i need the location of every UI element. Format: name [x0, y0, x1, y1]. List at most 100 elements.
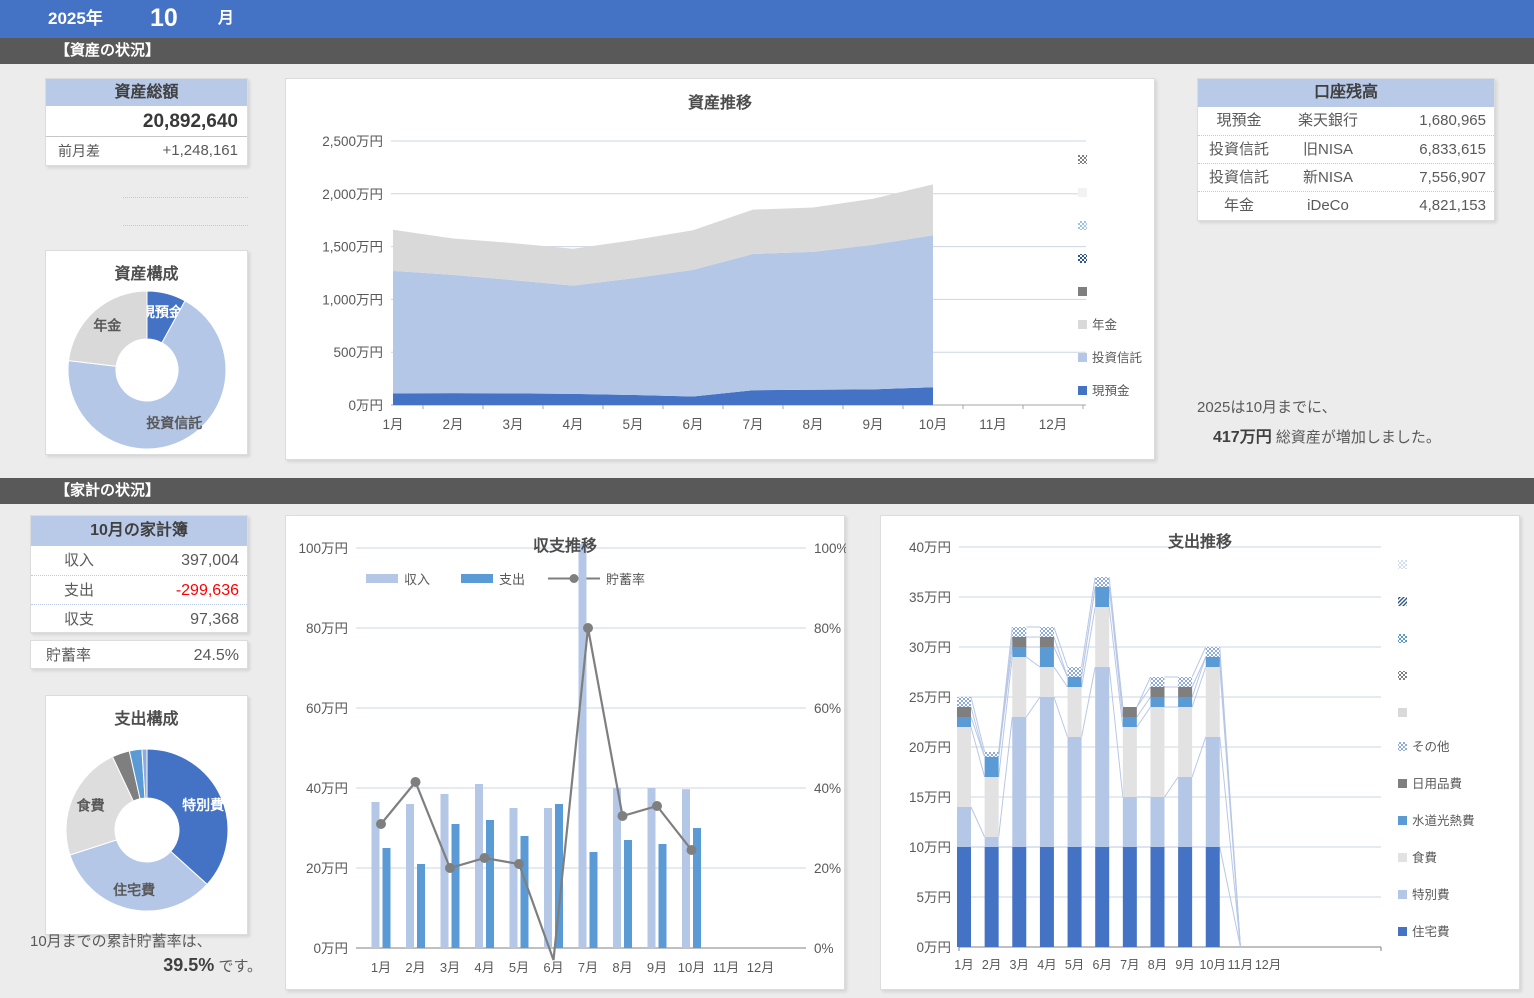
- empty-row: [123, 198, 248, 226]
- svg-text:年金: 年金: [1092, 317, 1118, 332]
- svg-text:6月: 6月: [1092, 958, 1111, 972]
- expense-trend-chart: 0万円 5万円 10万円 15万円 20万円 25万円 30万円 35万円 40万円 1月 2月 3月…: [881, 516, 1521, 996]
- account-table-cell: 1,680,965: [1419, 112, 1486, 129]
- stack-seg-特別費: [1178, 777, 1193, 847]
- account-balance-table: 現預金 楽天銀行 1,680,965 投資信託 旧NISA 6,833,615 投資信託 新N…: [1198, 107, 1494, 219]
- donut-seg-投資信託: [67, 300, 227, 450]
- stack-seg-日用品費: [957, 707, 971, 717]
- budget-table-row: 収支 97,368: [31, 604, 247, 633]
- stack-seg-水道光熱費: [1012, 647, 1027, 657]
- empty-row: [123, 170, 248, 198]
- svg-text:20%: 20%: [814, 861, 841, 876]
- stack-seg-水道光熱費: [1122, 717, 1137, 727]
- asset-increase-note-line2: 417万円 総資産が増加しました。: [1197, 423, 1497, 447]
- svg-text:収入: 収入: [404, 572, 430, 587]
- account-table-cell: 投資信託: [1208, 169, 1269, 186]
- budget-row-value: 97,368: [190, 611, 239, 628]
- svg-text:15万円: 15万円: [909, 790, 951, 805]
- svg-text:11月: 11月: [713, 960, 740, 975]
- income-expense-chart-card: 0万円 0% 20万円 20% 40万円 40% 60万円 60% 80万円 80% 100万円 10…: [285, 515, 849, 990]
- svg-text:8月: 8月: [612, 960, 632, 975]
- stack-seg-食費: [1039, 667, 1054, 697]
- svg-text:8月: 8月: [802, 417, 823, 432]
- stack-seg-食費: [957, 727, 971, 807]
- expense-trend-svg: 0万円 5万円 10万円 15万円 20万円 25万円 30万円 35万円 40万円 1月 2月 3月…: [909, 540, 1475, 972]
- svg-text:5万円: 5万円: [916, 890, 951, 905]
- stack-seg-その他: [1095, 577, 1110, 587]
- asset-composition-donut-chart: 現預金 投資信託 年金: [46, 283, 249, 460]
- savings-rate-value: 24.5%: [193, 647, 239, 664]
- account-table-row: 投資信託 旧NISA 6,833,615: [1198, 135, 1494, 163]
- svg-text:4月: 4月: [1037, 958, 1056, 972]
- svg-text:100万円: 100万円: [298, 541, 348, 556]
- stack-seg-住宅費: [1039, 847, 1054, 947]
- expense-composition-card: 支出構成 特別費 住宅費 食費: [45, 695, 248, 935]
- svg-text:5月: 5月: [1065, 958, 1084, 972]
- stack-seg-水道光熱費: [1039, 647, 1054, 667]
- svg-text:1,500万円: 1,500万円: [322, 240, 383, 255]
- stack-seg-その他: [1039, 627, 1054, 637]
- svg-text:9月: 9月: [862, 417, 883, 432]
- empty-spreadsheet-rows: [45, 170, 248, 226]
- account-table-row: 現預金 楽天銀行 1,680,965: [1198, 107, 1494, 135]
- account-balance-card: 口座残高 現預金 楽天銀行 1,680,965 投資信託 旧NISA 6,833,615 投…: [1197, 78, 1495, 221]
- svg-text:その他: その他: [1412, 740, 1450, 754]
- svg-text:6月: 6月: [682, 417, 703, 432]
- svg-text:食費: 食費: [77, 798, 105, 814]
- budget-row-label: 支出: [64, 582, 95, 599]
- svg-text:100%: 100%: [814, 541, 846, 556]
- svg-text:特別費: 特別費: [182, 797, 224, 813]
- savings-rate-label: 貯蓄率: [46, 647, 92, 664]
- svg-text:現預金: 現預金: [141, 304, 184, 320]
- svg-text:0万円: 0万円: [313, 941, 348, 956]
- account-table-cell: 楽天銀行: [1297, 112, 1358, 129]
- account-table-row: 投資信託 新NISA 7,556,907: [1198, 163, 1494, 191]
- asset-prev-diff-label: 前月差: [58, 143, 100, 159]
- account-table-cell: 現預金: [1216, 112, 1262, 129]
- section-header-assets-label: 【資産の状況】: [55, 42, 161, 59]
- svg-text:2月: 2月: [442, 417, 463, 432]
- svg-text:0%: 0%: [814, 941, 834, 956]
- stack-seg-食費: [984, 777, 999, 837]
- svg-text:1月: 1月: [382, 417, 403, 432]
- account-table-cell: 旧NISA: [1302, 141, 1353, 158]
- asset-increase-text: 総資産が増加しました。: [1275, 429, 1441, 446]
- area-series-現預金: [393, 387, 933, 405]
- cumulative-savings-note: 10月までの累計貯蓄率は、 39.5% です。: [30, 930, 266, 976]
- svg-text:投資信託: 投資信託: [1092, 350, 1143, 365]
- expense-composition-donut-chart: 特別費住宅費 食費: [46, 730, 249, 935]
- asset-trend-chart-title: 資産推移: [687, 95, 752, 112]
- svg-text:3月: 3月: [440, 960, 460, 975]
- asset-total-card: 資産総額 20,892,640 前月差 +1,248,161: [45, 78, 248, 166]
- svg-text:4月: 4月: [562, 417, 583, 432]
- donut-seg-その他: [141, 748, 148, 799]
- stack-seg-住宅費: [1122, 847, 1137, 947]
- svg-text:11月: 11月: [979, 417, 1007, 432]
- area-series-投資信託: [393, 235, 933, 397]
- donut-seg-食費: [65, 756, 135, 856]
- stack-seg-水道光熱費: [1150, 697, 1165, 707]
- budget-row-label: 収支: [64, 611, 95, 628]
- svg-text:12月: 12月: [1255, 958, 1281, 972]
- account-table-cell: 新NISA: [1302, 169, 1353, 186]
- svg-text:1月: 1月: [371, 960, 391, 975]
- budget-row-label: 収入: [64, 552, 95, 569]
- svg-text:10月: 10月: [678, 960, 705, 975]
- cumulative-savings-value: 39.5%: [163, 955, 215, 975]
- svg-text:住宅費: 住宅費: [113, 882, 155, 898]
- svg-text:35万円: 35万円: [909, 590, 951, 605]
- stack-seg-その他: [957, 697, 971, 707]
- monthly-budget-title: 10月の家計簿: [31, 516, 247, 546]
- stack-seg-食費: [1012, 657, 1027, 717]
- svg-text:12月: 12月: [1039, 417, 1068, 432]
- title-year: 2025年: [48, 9, 103, 28]
- svg-text:支出: 支出: [499, 572, 525, 587]
- svg-text:40万円: 40万円: [909, 540, 951, 555]
- svg-text:4月: 4月: [474, 960, 494, 975]
- stack-seg-特別費: [1205, 737, 1220, 847]
- asset-total-value: 20,892,640: [46, 106, 247, 137]
- svg-text:水道光熱費: 水道光熱費: [1412, 813, 1475, 828]
- svg-text:30万円: 30万円: [909, 640, 951, 655]
- svg-text:2月: 2月: [982, 958, 1001, 972]
